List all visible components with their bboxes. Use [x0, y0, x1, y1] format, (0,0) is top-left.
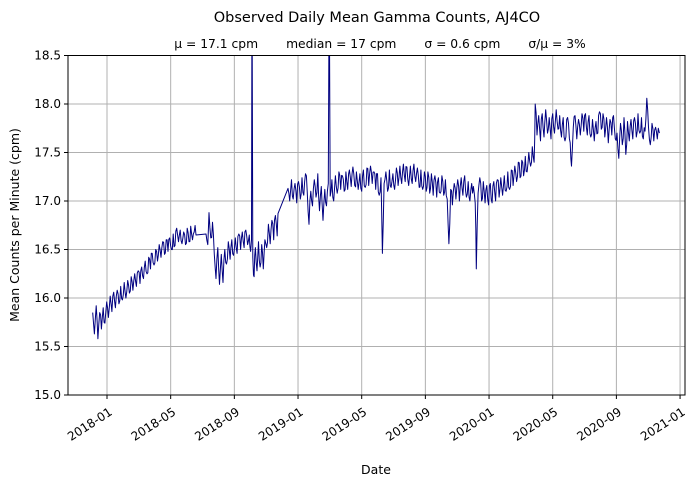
grid-lines	[68, 55, 685, 396]
y-tick-label: 18.5	[34, 49, 61, 63]
y-tick-label: 16.5	[34, 243, 61, 257]
stat-mean: μ = 17.1 cpm	[174, 37, 258, 51]
stat-median: median = 17 cpm	[286, 37, 396, 51]
x-tick-label: 2020-05	[511, 405, 561, 444]
x-tick-label: 2020-09	[574, 405, 624, 444]
y-tick-label: 17.5	[34, 146, 61, 160]
axis-tick-labels: 2018-01 2018-05 2018-09 2019-01 2019-05 2019-…	[34, 49, 687, 444]
y-tick-label: 18.0	[34, 97, 61, 111]
axis-ticks	[64, 55, 681, 399]
stat-sigma: σ = 0.6 cpm	[424, 37, 500, 51]
x-tick-label: 2018-05	[129, 405, 179, 444]
y-tick-label: 15.0	[34, 388, 61, 402]
x-axis-label: Date	[361, 462, 391, 477]
chart-subtitle-stats: μ = 17.1 cpm median = 17 cpm σ = 0.6 cpm σ/…	[174, 37, 585, 51]
y-tick-label: 15.5	[34, 340, 61, 354]
gamma-series-line	[92, 55, 660, 340]
y-axis-label: Mean Counts per Minute (cpm)	[7, 128, 22, 322]
x-tick-label: 2019-05	[320, 405, 370, 444]
y-tick-label: 17.0	[34, 194, 61, 208]
x-tick-label: 2019-09	[383, 405, 433, 444]
x-tick-label: 2018-09	[192, 405, 242, 444]
y-tick-label: 16.0	[34, 291, 61, 305]
x-tick-label: 2019-01	[256, 405, 306, 444]
plot-border	[67, 55, 686, 396]
x-tick-label: 2021-01	[638, 405, 688, 444]
series-group	[92, 55, 660, 340]
x-tick-label: 2020-01	[447, 405, 497, 444]
stat-sigma-over-mu: σ/μ = 3%	[528, 37, 585, 51]
chart-title: Observed Daily Mean Gamma Counts, AJ4CO	[214, 10, 540, 26]
x-tick-label: 2018-01	[65, 405, 115, 444]
